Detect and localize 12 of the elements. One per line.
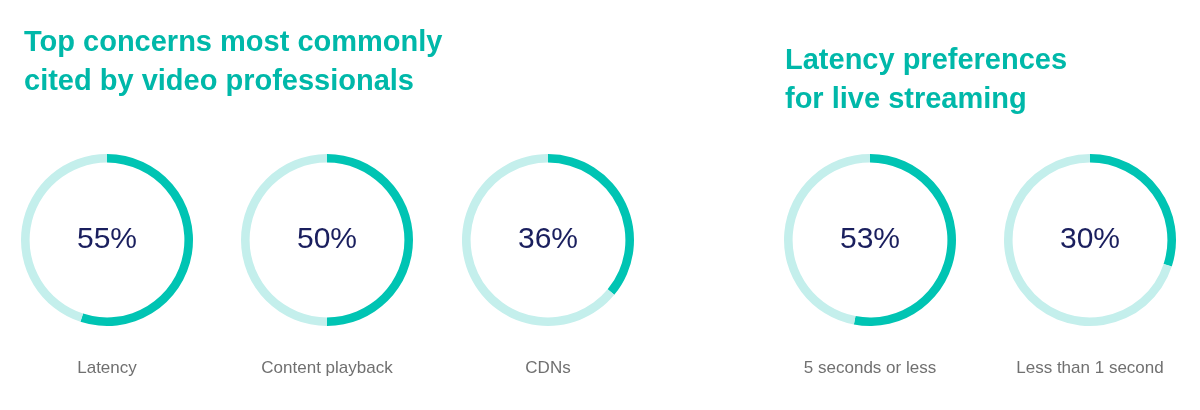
- text: 55%: [76, 221, 138, 255]
- text: 53%: [839, 221, 901, 255]
- text: 5 seconds or less: [802, 358, 938, 378]
- text: 30%: [1059, 221, 1121, 255]
- text: CDNs: [524, 358, 572, 378]
- chart-title: Top concerns most commonly cited by video professionals: [24, 24, 444, 98]
- text: 50%: [296, 221, 358, 255]
- chart-title: Latency preferences for live streaming: [785, 42, 1069, 116]
- text: Latency: [76, 358, 138, 378]
- text: Content playback: [260, 358, 394, 378]
- text: Less than 1 second: [1015, 358, 1165, 378]
- text: 36%: [517, 221, 579, 255]
